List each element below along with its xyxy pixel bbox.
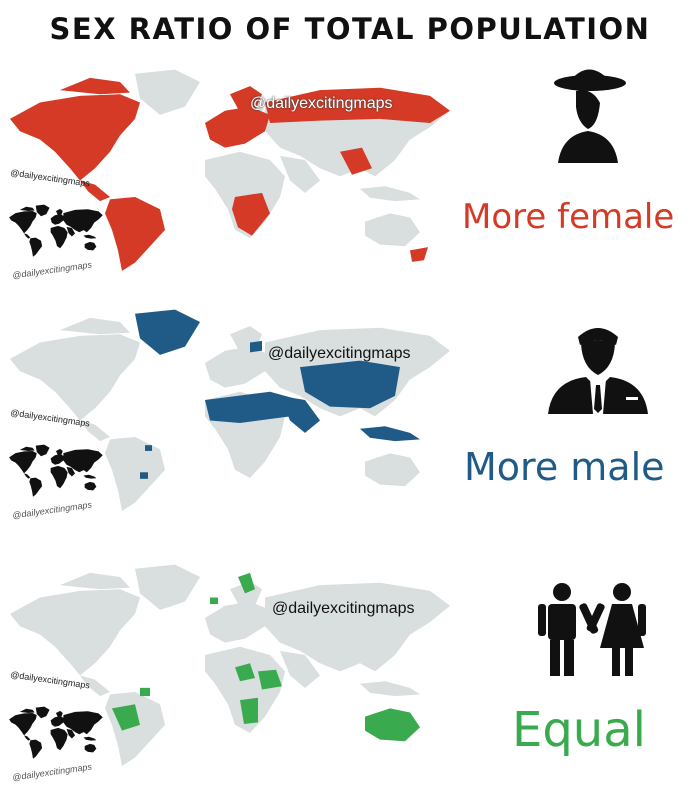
watermark-handle: @dailyexcitingmaps [250, 95, 393, 112]
man-and-woman-icon [538, 583, 646, 676]
panel-more-male: @dailyexcitingmaps @dailyexcitingmaps @d… [0, 285, 700, 525]
label-more-female: More female [462, 197, 675, 237]
mini-world-logo [9, 706, 103, 759]
logo-stamp: @dailyexcitingmaps @dailyexcitingmaps [2, 407, 112, 523]
label-more-male: More male [464, 445, 665, 489]
world-map-female [10, 69, 450, 271]
world-map-equal [10, 564, 450, 766]
watermark-handle: @dailyexcitingmaps [268, 345, 411, 362]
mini-world-logo [9, 444, 103, 497]
label-equal: Equal [512, 702, 646, 758]
logo-stamp: @dailyexcitingmaps @dailyexcitingmaps [2, 669, 112, 785]
man-in-suit-icon [548, 328, 648, 414]
logo-stamp: @dailyexcitingmaps @dailyexcitingmaps [2, 167, 112, 283]
world-map-male [10, 309, 450, 511]
mini-world-logo [9, 204, 103, 257]
panel-more-female: @dailyexcitingmaps @dailyexcitingmaps @d… [0, 45, 700, 285]
woman-with-hat-icon [554, 69, 626, 163]
page-title: SEX RATIO OF TOTAL POPULATION [49, 12, 651, 46]
watermark-handle: @dailyexcitingmaps [272, 600, 415, 617]
panel-equal: @dailyexcitingmaps @dailyexcitingmaps @d… [0, 540, 700, 783]
